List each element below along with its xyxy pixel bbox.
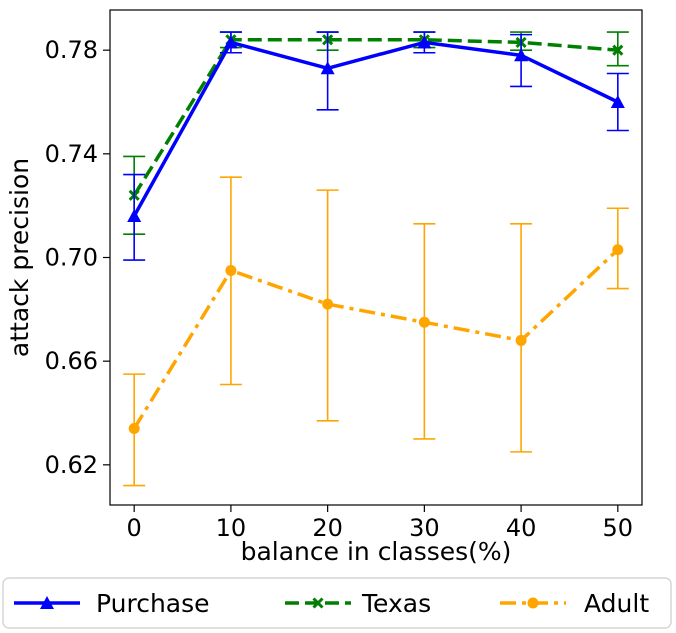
- error-bar-adult-1: [219, 176, 242, 386]
- data-point-adult-1: [225, 264, 237, 276]
- series-line-texas: [132, 38, 618, 197]
- x-tick-label-3: 30: [409, 514, 440, 542]
- series-adult: [123, 176, 629, 487]
- y-tick-label-2: 0.70: [45, 244, 98, 272]
- x-axis: 0 10 20 30 40 50: [127, 505, 634, 542]
- series-line-purchase: [132, 40, 619, 217]
- legend-label-texas: Texas: [361, 589, 431, 618]
- y-tick-label-1: 0.66: [45, 347, 98, 375]
- series-purchase: [123, 31, 629, 261]
- plot-area: [110, 10, 642, 505]
- y-axis-label: attack precision: [5, 158, 34, 357]
- legend-marker-purchase: [40, 596, 54, 609]
- data-point-purchase-4: [514, 48, 529, 62]
- series-layer: [123, 31, 629, 487]
- x-tick-label-2: 20: [312, 514, 343, 542]
- data-point-adult-0: [128, 423, 140, 435]
- x-tick-label-0: 0: [127, 514, 142, 542]
- legend-label-purchase: Purchase: [96, 589, 210, 618]
- legend-marker-texas: [312, 597, 324, 609]
- data-point-purchase-3: [417, 35, 432, 49]
- data-point-texas-5: [612, 44, 624, 56]
- data-point-purchase-0: [127, 209, 142, 222]
- y-tick-label-4: 0.78: [45, 36, 98, 64]
- legend-label-adult: Adult: [584, 589, 649, 618]
- x-tick-label-1: 10: [216, 514, 247, 542]
- legend: Purchase Texas Adult: [2, 577, 672, 629]
- data-point-texas-5-stroke-b: [612, 44, 624, 56]
- data-point-purchase-1: [223, 35, 238, 49]
- y-axis: 0.62 0.66 0.70 0.74 0.78: [45, 36, 110, 479]
- data-point-adult-4: [515, 334, 527, 346]
- data-point-adult-2: [322, 298, 334, 310]
- data-point-purchase-5: [610, 95, 625, 108]
- legend-marker-texas-stroke-b: [312, 597, 324, 609]
- legend-entry-purchase: Purchase: [14, 589, 210, 618]
- legend-entry-adult: Adult: [500, 589, 649, 618]
- data-point-purchase-2: [320, 61, 335, 75]
- legend-entry-texas: Texas: [285, 589, 431, 618]
- data-point-adult-5: [612, 244, 624, 256]
- x-tick-label-4: 40: [506, 514, 537, 542]
- y-tick-label-0: 0.62: [45, 451, 98, 479]
- x-axis-label: balance in classes(%): [241, 537, 512, 566]
- error-bar-adult-3: [413, 223, 436, 440]
- data-point-adult-3: [418, 316, 430, 328]
- legend-marker-adult: [527, 597, 539, 609]
- x-tick-label-5: 50: [603, 514, 634, 542]
- y-tick-label-3: 0.74: [45, 140, 98, 168]
